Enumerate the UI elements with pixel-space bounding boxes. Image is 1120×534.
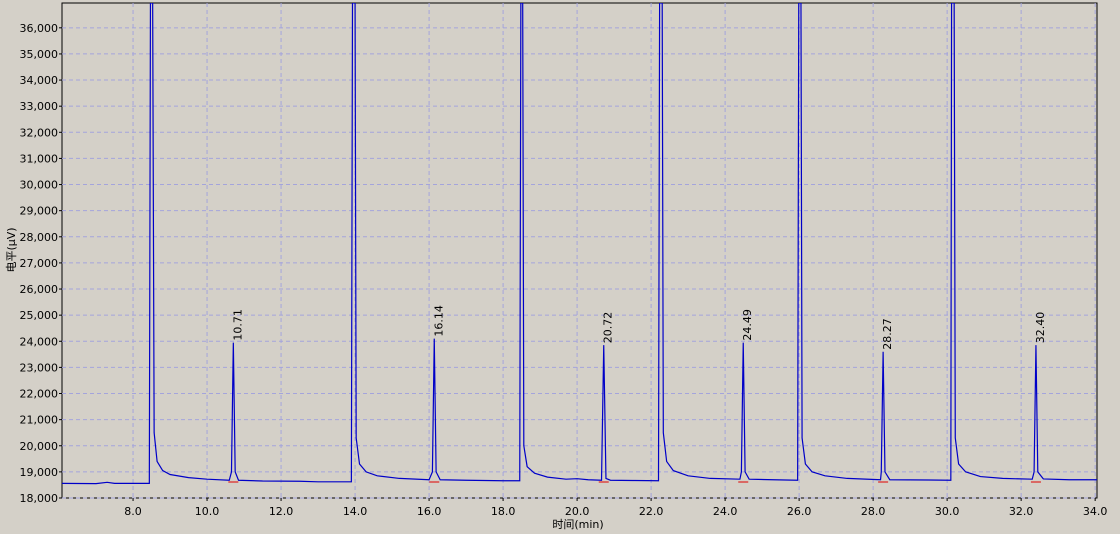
x-tick-label: 16.0 — [417, 505, 442, 518]
x-tick-label: 34.0 — [1083, 505, 1108, 518]
trace-line — [62, 3, 1097, 485]
y-axis-title: 电平(μV) — [5, 227, 18, 272]
x-tick-label: 30.0 — [935, 505, 960, 518]
x-axis-title: 时间(min) — [552, 518, 603, 531]
y-tick-label: 21,000 — [20, 414, 59, 427]
y-tick-label: 35,000 — [20, 48, 59, 61]
y-tick-label: 24,000 — [20, 335, 59, 348]
x-tick-label: 20.0 — [565, 505, 590, 518]
peak-label: 20.72 — [602, 312, 615, 344]
peak-label: 10.71 — [231, 309, 244, 341]
peak-label: 16.14 — [432, 305, 445, 337]
y-tick-label: 33,000 — [20, 100, 59, 113]
y-tick-label: 25,000 — [20, 309, 59, 322]
x-tick-label: 14.0 — [343, 505, 368, 518]
y-tick-label: 30,000 — [20, 179, 59, 192]
x-tick-label: 10.0 — [195, 505, 220, 518]
x-tick-label: 28.0 — [861, 505, 886, 518]
x-tick-label: 12.0 — [269, 505, 294, 518]
y-tick-label: 19,000 — [20, 466, 59, 479]
x-tick-label: 8.0 — [124, 505, 142, 518]
y-tick-label: 36,000 — [20, 22, 59, 35]
peak-label: 32.40 — [1034, 312, 1047, 344]
x-tick-label: 22.0 — [639, 505, 664, 518]
y-tick-label: 27,000 — [20, 257, 59, 270]
y-tick-label: 23,000 — [20, 361, 59, 374]
y-tick-label: 18,000 — [20, 492, 59, 505]
x-tick-label: 32.0 — [1009, 505, 1034, 518]
plot-area — [61, 2, 1098, 499]
x-tick-label: 26.0 — [787, 505, 812, 518]
y-tick-label: 34,000 — [20, 74, 59, 87]
y-tick-label: 31,000 — [20, 152, 59, 165]
y-tick-label: 26,000 — [20, 283, 59, 296]
peak-label: 28.27 — [881, 318, 894, 350]
y-tick-label: 29,000 — [20, 205, 59, 218]
y-tick-label: 22,000 — [20, 388, 59, 401]
y-tick-label: 20,000 — [20, 440, 59, 453]
peak-label: 24.49 — [741, 309, 754, 341]
y-tick-label: 32,000 — [20, 126, 59, 139]
y-tick-label: 28,000 — [20, 231, 59, 244]
x-tick-label: 18.0 — [491, 505, 516, 518]
x-tick-label: 24.0 — [713, 505, 738, 518]
